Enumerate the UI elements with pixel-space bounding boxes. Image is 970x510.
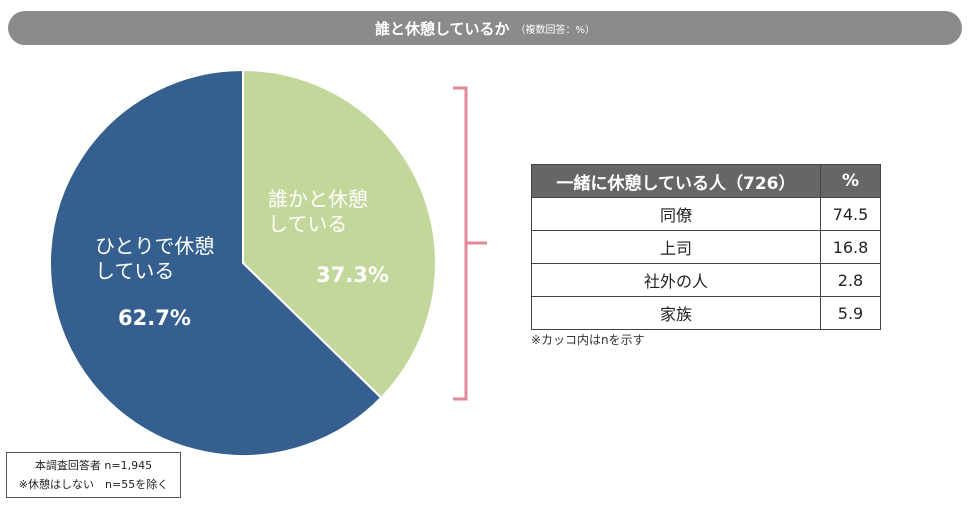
row-name: 上司: [531, 230, 821, 264]
respondent-base-note: 本調査回答者 n=1,945 ※休憩はしない n=55を除く: [6, 452, 181, 498]
row-name: 家族: [531, 296, 821, 330]
chart-subtitle: （複数回答：%）: [515, 24, 596, 36]
slice-value-label: 62.7%: [118, 306, 191, 330]
slice-value-label: 37.3%: [316, 263, 389, 287]
pie-slice: [49, 68, 383, 457]
table-row: 家族 5.9: [531, 296, 881, 330]
base-note-line2: ※休憩はしない n=55を除く: [18, 478, 169, 491]
table-row: 同僚 74.5: [531, 197, 881, 231]
table-row: 上司 16.8: [531, 230, 881, 264]
pie-slice: [242, 68, 437, 400]
table-header-partner: 一緒に休憩している人（726）: [531, 164, 821, 198]
table-row: 社外の人 2.8: [531, 263, 881, 297]
breakdown-bracket: [453, 86, 487, 401]
chart-title-bar: 誰と休憩しているか （複数回答：%）: [8, 11, 962, 45]
base-note-line1: 本調査回答者 n=1,945: [34, 459, 153, 472]
slice-label: 誰かと休憩: [268, 187, 368, 211]
row-name: 同僚: [531, 197, 821, 231]
table-header-row: 一緒に休憩している人（726） %: [531, 164, 881, 198]
row-name: 社外の人: [531, 263, 821, 297]
slice-label: ひとりで休憩: [95, 234, 214, 258]
row-value: 16.8: [820, 230, 881, 264]
table-note: ※カッコ内はnを示す: [531, 333, 645, 347]
slice-label: している: [268, 212, 347, 236]
row-value: 2.8: [820, 263, 881, 297]
row-value: 74.5: [820, 197, 881, 231]
slice-label: している: [95, 259, 174, 283]
table-header-percent: %: [820, 164, 881, 198]
row-value: 5.9: [820, 296, 881, 330]
breakdown-table: 一緒に休憩している人（726） % 同僚 74.5 上司 16.8 社外の人 2…: [531, 164, 881, 330]
chart-title: 誰と休憩しているか: [374, 19, 510, 38]
